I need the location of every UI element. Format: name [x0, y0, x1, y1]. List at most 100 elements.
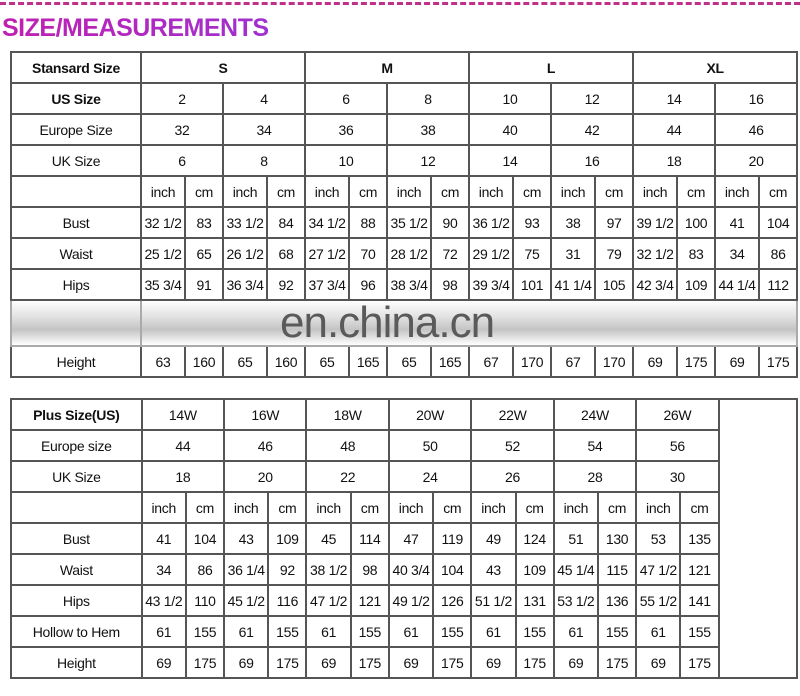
unit-cell: inch	[223, 491, 270, 524]
watermark: en.china.cn	[139, 299, 799, 347]
measurement-cell: 68	[265, 237, 307, 270]
size-cell: 52	[470, 429, 555, 462]
measurement-cell: 51	[552, 522, 599, 555]
measurement-cell: 131	[514, 584, 555, 617]
measurement-row: Bust 32 1/2 83 33 1/2 84 34 1/2 88 35 1/2 90 36 1…	[10, 206, 799, 239]
measurement-row: Waist 25 1/2 65 26 1/2 68 27 1/2 70 28 1/2 72 29 …	[10, 237, 799, 270]
measurement-row: Hips 35 3/4 91 36 3/4 92 37 3/4 96 38 3/4 98 39 3…	[10, 268, 799, 301]
measurement-cell: 69	[140, 646, 187, 679]
measurement-cell: 32 1/2	[632, 237, 679, 270]
size-cell: 56	[635, 429, 720, 462]
size-cell: 2	[140, 82, 224, 115]
measurement-cell: 96	[348, 268, 389, 301]
measurement-cell: 53	[635, 522, 682, 555]
size-cell: 46	[714, 113, 799, 146]
unit-cell: inch	[470, 491, 517, 524]
measurement-cell: 175	[267, 646, 308, 679]
measurement-cell: 36 1/2	[468, 206, 515, 239]
measurement-cell: 135	[679, 522, 720, 555]
measurement-cell: 39 3/4	[468, 268, 515, 301]
measurement-cell: 86	[184, 553, 226, 586]
measurement-cell: 155	[679, 615, 720, 648]
measurement-cell: 101	[512, 268, 553, 301]
measurement-cell: 92	[267, 553, 308, 586]
unit-cell: inch	[468, 175, 515, 208]
plus-size-table: Plus Size(US) 14W 16W 18W 20W 22W 24W 26W Europe…	[10, 398, 799, 679]
measurement-cell: 121	[349, 584, 390, 617]
plus-size-14w: 14W	[140, 398, 226, 431]
row-label	[10, 299, 142, 347]
measurement-cell: 65	[386, 345, 433, 378]
measurement-cell: 69	[470, 646, 517, 679]
measurement-cell: 121	[679, 553, 720, 586]
measurement-cell: 160	[265, 345, 307, 378]
size-cell: 54	[552, 429, 638, 462]
size-cell: 18	[632, 144, 717, 177]
measurement-cell: 49 1/2	[387, 584, 435, 617]
row-label: Bust	[10, 206, 142, 239]
measurement-cell: 31	[550, 237, 597, 270]
unit-cell: cm	[512, 175, 553, 208]
measurement-cell: 47 1/2	[305, 584, 352, 617]
row-label: Hollow to Hem	[10, 615, 143, 648]
measurement-cell: 61	[552, 615, 599, 648]
measurement-cell: 160	[184, 345, 224, 378]
measurement-cell: 34	[714, 237, 761, 270]
measurement-cell: 165	[430, 345, 471, 378]
measurement-cell: 27 1/2	[304, 237, 351, 270]
measurement-cell: 42 3/4	[632, 268, 679, 301]
measurement-cell: 136	[596, 584, 638, 617]
measurement-row: en.china.cn	[10, 299, 799, 347]
size-cell: 42	[550, 113, 635, 146]
row-label: Height	[10, 646, 143, 679]
size-cell: 48	[305, 429, 390, 462]
unit-row: inch cm inch cm inch cm inch cm inch cm inch cm inch…	[10, 175, 799, 208]
measurement-cell: 39 1/2	[632, 206, 679, 239]
measurement-cell: 69	[552, 646, 599, 679]
measurement-cell: 69	[387, 646, 435, 679]
header-label: Plus Size(US)	[10, 398, 143, 431]
measurement-cell: 36 3/4	[222, 268, 268, 301]
unit-cell: cm	[432, 491, 473, 524]
size-row: US Size 2 4 6 8 10 12 14 16	[10, 82, 799, 115]
size-cell: 22	[305, 460, 390, 493]
size-cell: 38	[386, 113, 471, 146]
measurement-cell: 175	[514, 646, 555, 679]
unit-cell: cm	[267, 491, 308, 524]
measurement-cell: 49	[470, 522, 517, 555]
measurement-cell: 35 1/2	[386, 206, 433, 239]
unit-cell: cm	[679, 491, 720, 524]
size-group-s: S	[139, 51, 307, 84]
measurement-cell: 175	[184, 646, 226, 679]
measurement-cell: 175	[432, 646, 473, 679]
measurement-cell: 45 1/2	[223, 584, 270, 617]
measurement-cell: 98	[430, 268, 471, 301]
row-label: UK Size	[10, 144, 142, 177]
measurement-cell: 155	[349, 615, 390, 648]
measurement-cell: 155	[596, 615, 638, 648]
size-cell: 12	[550, 82, 635, 115]
row-label: Europe Size	[10, 113, 142, 146]
measurement-cell: 110	[184, 584, 226, 617]
size-cell: 6	[304, 82, 389, 115]
measurement-cell: 175	[758, 345, 799, 378]
measurement-cell: 170	[512, 345, 553, 378]
measurement-cell: 104	[758, 206, 799, 239]
size-group-xl: XL	[632, 51, 799, 84]
unit-cell: inch	[552, 491, 599, 524]
row-label: UK Size	[10, 460, 143, 493]
measurement-cell: 45	[305, 522, 352, 555]
unit-cell: inch	[550, 175, 597, 208]
measurement-cell: 61	[305, 615, 352, 648]
measurement-cell: 47 1/2	[635, 553, 682, 586]
measurement-cell: 69	[714, 345, 761, 378]
measurement-cell: 175	[679, 646, 720, 679]
measurement-cell: 65	[222, 345, 268, 378]
size-cell: 36	[304, 113, 389, 146]
measurement-cell: 155	[432, 615, 473, 648]
size-cell: 46	[223, 429, 308, 462]
measurement-cell: 155	[184, 615, 226, 648]
empty-column	[717, 398, 799, 679]
row-label: Height	[10, 345, 142, 378]
measurement-cell: 124	[514, 522, 555, 555]
